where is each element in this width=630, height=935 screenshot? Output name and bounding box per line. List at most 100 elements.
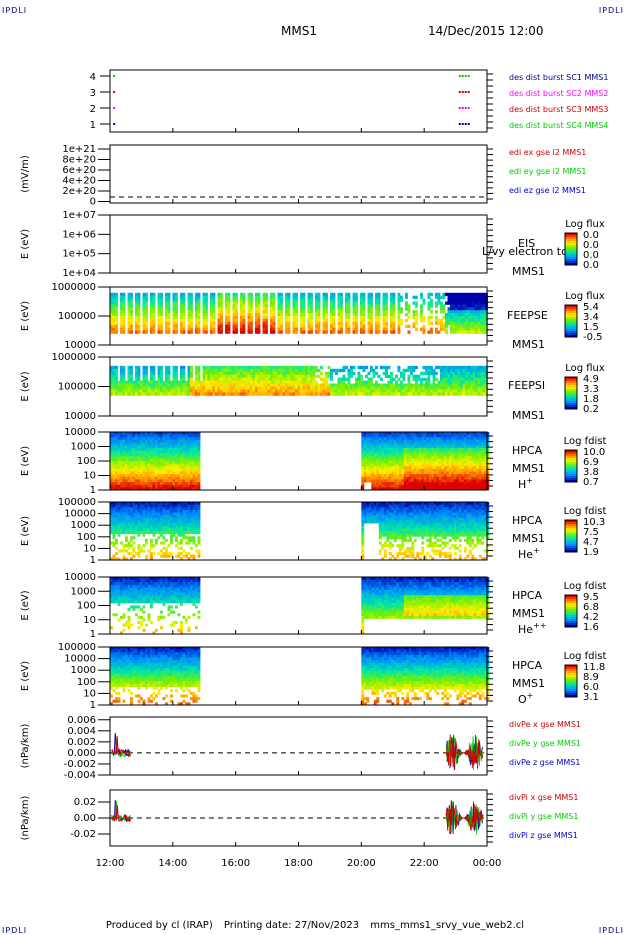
spectrogram-cell — [416, 469, 419, 472]
spectrogram-cell — [398, 366, 401, 369]
spectrogram-cell — [431, 458, 434, 461]
spectrogram-cell — [220, 378, 223, 381]
spectrogram-cell — [120, 366, 123, 369]
spectrogram-cell — [120, 384, 123, 387]
spectrogram-cell — [165, 443, 168, 446]
spectrogram-cell — [478, 293, 481, 296]
spectrogram-cell — [426, 477, 429, 480]
spectrogram-cell — [255, 375, 258, 378]
spectrogram-cell — [318, 389, 321, 392]
spectrogram-cell — [429, 443, 432, 446]
spectrogram-cell — [428, 302, 431, 305]
spectrogram-cell — [198, 443, 201, 446]
spectrogram-cell — [323, 307, 326, 310]
spectrogram-cell — [445, 293, 448, 296]
spectrogram-cell — [268, 375, 271, 378]
spectrogram-cell — [478, 331, 481, 334]
spectrogram-cell — [233, 378, 236, 381]
spectrogram-cell — [225, 304, 228, 307]
spectrogram-cell — [446, 437, 449, 440]
spectrogram-cell — [188, 310, 191, 313]
spectrogram-cell — [409, 445, 412, 448]
spectrogram-cell — [115, 307, 118, 310]
spectrogram-cell — [389, 450, 392, 453]
spectrogram-cell — [155, 479, 158, 482]
spectrogram-cell — [230, 366, 233, 369]
spectrogram-cell — [478, 310, 481, 313]
spectrogram-cell — [143, 366, 146, 369]
spectrogram-cell — [288, 375, 291, 378]
spectrogram-cell — [175, 453, 178, 456]
spectrogram-cell — [394, 482, 397, 485]
spectrogram-cell — [378, 316, 381, 319]
spectrogram-cell — [225, 381, 228, 384]
spectrogram-cell — [420, 328, 423, 331]
spectrogram-cell — [183, 328, 186, 331]
spectrogram-cell — [173, 381, 176, 384]
spectrogram-cell — [381, 448, 384, 451]
spectrogram-cell — [454, 461, 457, 464]
spectrogram-cell — [138, 482, 141, 485]
spectrogram-cell — [441, 450, 444, 453]
spectrogram-cell — [320, 384, 323, 387]
spectrogram-cell — [460, 378, 463, 381]
spectrogram-cell — [125, 437, 128, 440]
spectrogram-cell — [128, 466, 131, 469]
spectrogram-cell — [369, 453, 372, 456]
spectrogram-cell — [421, 437, 424, 440]
spectrogram-cell — [115, 440, 118, 443]
spectrogram-cell — [115, 542, 118, 545]
spectrogram-cell — [198, 474, 201, 477]
spectrogram-cell — [338, 381, 341, 384]
spectrogram-cell — [458, 316, 461, 319]
spectrogram-cell — [158, 474, 161, 477]
spectrogram-cell — [173, 331, 176, 334]
spectrogram-cell — [248, 375, 251, 378]
spectrogram-cell — [130, 482, 133, 485]
spectrogram-cell — [255, 389, 258, 392]
spectrogram-cell — [361, 477, 364, 480]
spectrogram-cell — [203, 313, 206, 316]
spectrogram-cell — [180, 389, 183, 392]
spectrogram-cell — [386, 472, 389, 475]
spectrogram-cell — [240, 372, 243, 375]
spectrogram-cell — [288, 296, 291, 299]
spectrogram-cell — [210, 307, 213, 310]
spectrogram-cell — [444, 472, 447, 475]
spectrogram-cell — [439, 466, 442, 469]
spectrogram-cell — [195, 293, 198, 296]
spectrogram-cell — [115, 296, 118, 299]
spectrogram-cell — [473, 372, 476, 375]
spectrogram-cell — [178, 392, 181, 395]
spectrogram-cell — [401, 448, 404, 451]
spectrogram-cell — [205, 381, 208, 384]
spectrogram-cell — [409, 443, 412, 446]
spectrogram-cell — [366, 445, 369, 448]
spectrogram-cell — [394, 466, 397, 469]
spectrogram-cell — [150, 435, 153, 438]
spectrogram-cell — [150, 384, 153, 387]
spectrogram-cell — [448, 313, 451, 316]
spectrogram-cell — [173, 472, 176, 475]
spectrogram-cell — [198, 477, 201, 480]
spectrogram-cell — [459, 466, 462, 469]
spectrogram-cell — [465, 381, 468, 384]
spectrogram-cell — [374, 469, 377, 472]
spectrogram-cell — [240, 384, 243, 387]
spectrogram-cell — [441, 466, 444, 469]
spectrogram-cell — [225, 387, 228, 390]
spectrogram-cell — [348, 378, 351, 381]
spectrogram-cell — [428, 372, 431, 375]
spectrogram-cell — [278, 296, 281, 299]
spectrogram-cell — [118, 458, 121, 461]
spectrogram-cell — [115, 378, 118, 381]
spectrogram-cell — [394, 445, 397, 448]
spectrogram-cell — [394, 464, 397, 467]
spectrogram-cell — [313, 381, 316, 384]
spectrogram-cell — [478, 307, 481, 310]
spectrogram-cell — [160, 325, 163, 328]
spectrogram-cell — [455, 322, 458, 325]
spectrogram-cell — [123, 466, 126, 469]
spectrogram-cell — [265, 316, 268, 319]
burst-marker — [468, 123, 470, 125]
